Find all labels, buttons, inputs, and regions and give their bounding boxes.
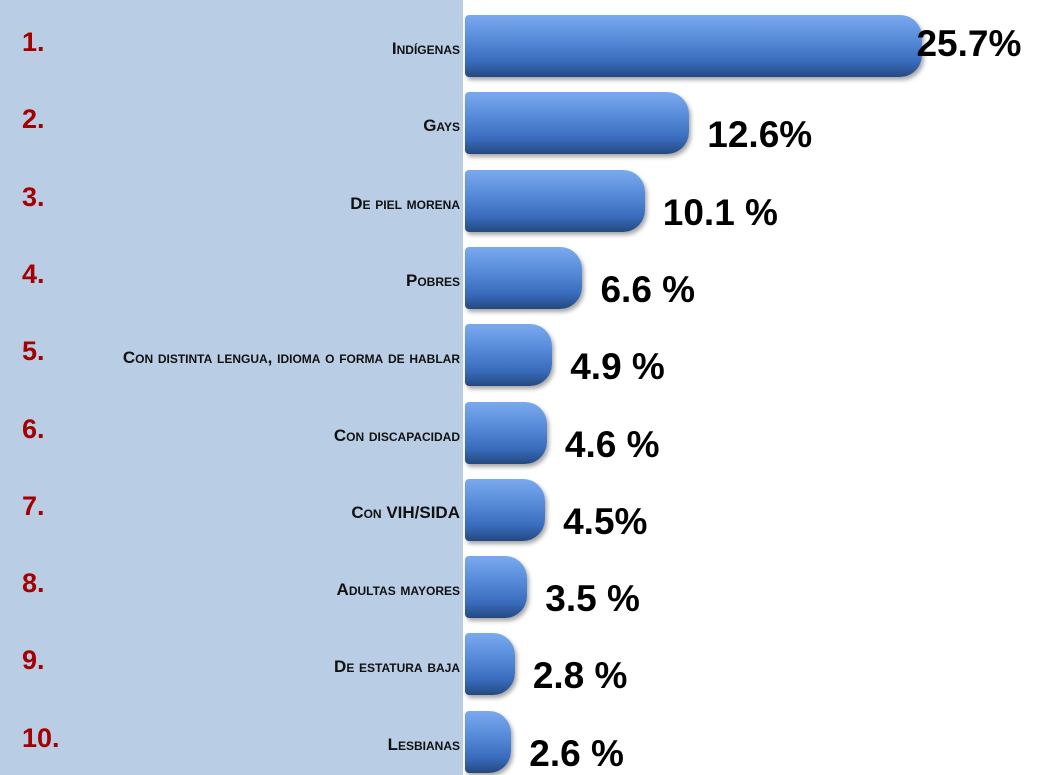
bar xyxy=(465,92,690,155)
value-label: 3.5 % xyxy=(545,578,640,620)
category-label: Indígenas xyxy=(391,39,460,58)
rank-label: 4. xyxy=(22,258,45,289)
rank-label: 8. xyxy=(22,568,45,599)
bar xyxy=(465,169,645,232)
value-label: 2.8 % xyxy=(532,655,628,697)
bar xyxy=(465,401,547,464)
category-label: Con distinta lengua, idioma o forma de h… xyxy=(122,348,460,368)
category-label: Con discapacidad xyxy=(333,425,460,445)
category-label: De piel morena xyxy=(350,193,460,213)
bar xyxy=(465,556,528,619)
rank-label: 1. xyxy=(22,27,45,57)
rank-label: 7. xyxy=(22,490,45,521)
category-label: Adultas mayores xyxy=(336,580,460,600)
value-label: 4.5% xyxy=(563,500,648,542)
bar xyxy=(465,710,512,773)
bar xyxy=(465,15,923,77)
category-label: Con VIH/SIDA xyxy=(351,502,460,522)
value-label: 25.7% xyxy=(916,23,1022,64)
bar xyxy=(465,324,553,387)
rank-label: 5. xyxy=(22,336,45,367)
category-label: Gays xyxy=(423,116,460,136)
bar xyxy=(465,246,583,309)
rank-label: 2. xyxy=(22,104,45,135)
category-label: Lesbianas xyxy=(387,734,460,754)
value-label: 4.6 % xyxy=(564,423,660,465)
value-label: 12.6% xyxy=(707,114,813,156)
rank-label: 9. xyxy=(22,645,45,676)
category-label: De estatura baja xyxy=(334,657,460,677)
value-label: 2.6 % xyxy=(529,732,624,774)
rank-label: 3. xyxy=(22,181,45,212)
value-label: 4.9 % xyxy=(570,346,665,388)
rank-label: 10. xyxy=(22,722,60,753)
rank-label: 6. xyxy=(22,413,45,444)
value-label: 6.6 % xyxy=(600,268,696,310)
value-label: 10.1 % xyxy=(662,191,778,233)
label-panel xyxy=(0,0,463,775)
bar xyxy=(465,478,546,541)
bar xyxy=(465,633,515,696)
category-label: Pobres xyxy=(405,270,460,290)
